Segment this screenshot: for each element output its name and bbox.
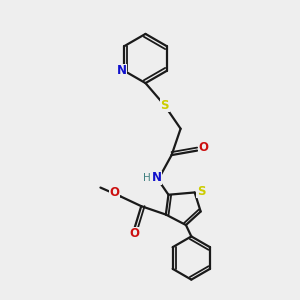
Text: S: S: [160, 99, 169, 112]
Text: S: S: [197, 185, 206, 198]
Text: H: H: [143, 172, 151, 183]
Text: O: O: [129, 227, 139, 240]
Text: O: O: [199, 141, 209, 154]
Text: N: N: [117, 64, 127, 77]
Text: O: O: [110, 187, 119, 200]
Text: N: N: [152, 171, 162, 184]
